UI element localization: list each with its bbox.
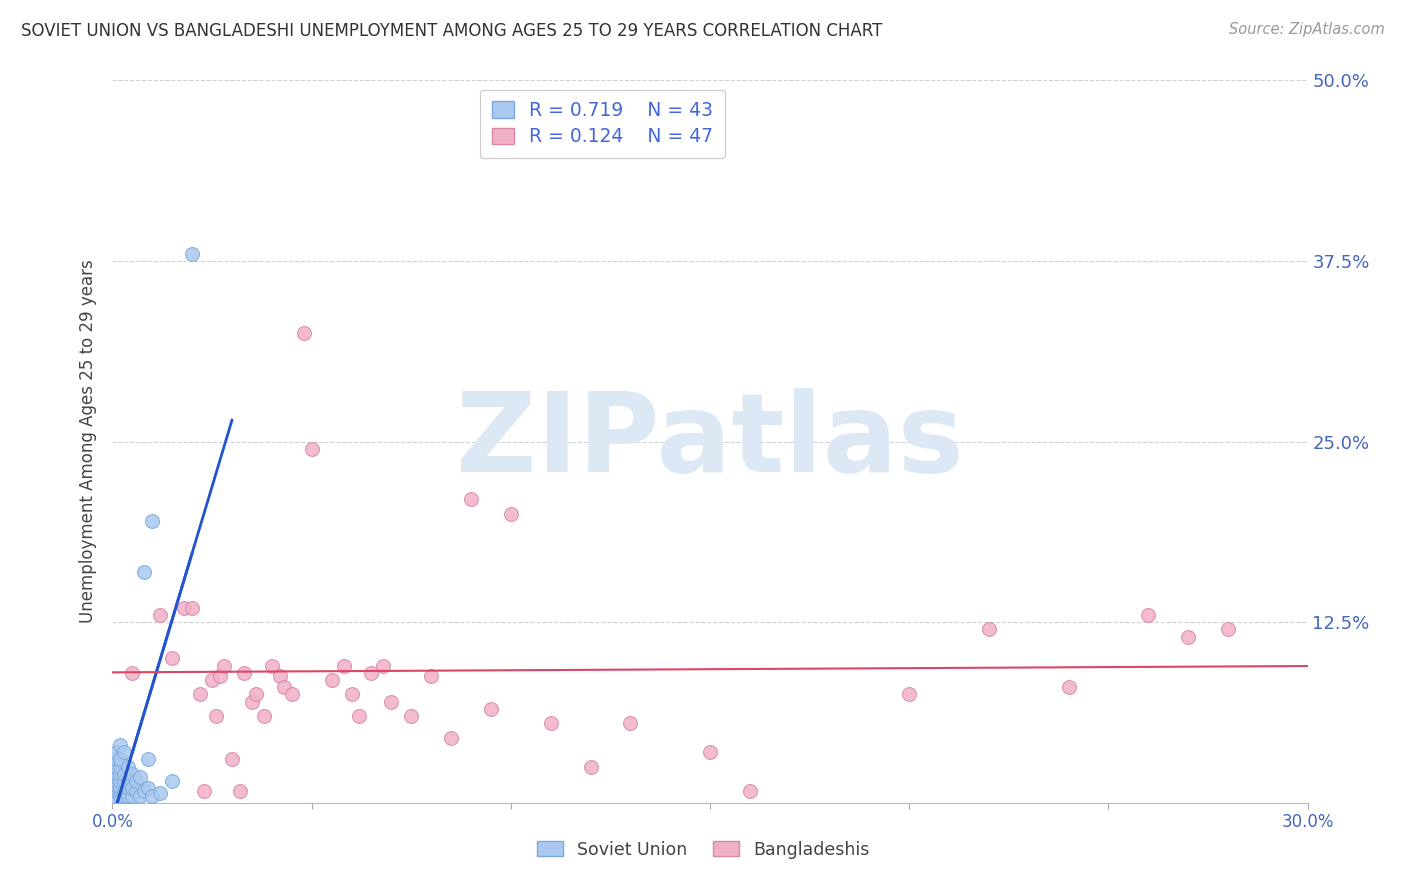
Point: [240, 695, 263, 709]
Point: [114, 784, 135, 798]
Point: [201, 673, 224, 687]
Point: [233, 665, 256, 680]
Point: [117, 789, 139, 803]
Point: [619, 716, 641, 731]
Point: [977, 623, 1000, 637]
Point: [134, 784, 156, 798]
Point: [420, 668, 443, 682]
Point: [114, 767, 135, 781]
Point: [1177, 630, 1199, 644]
Point: [110, 738, 132, 752]
Point: [110, 789, 132, 803]
Point: [479, 702, 502, 716]
Point: [173, 600, 195, 615]
Point: [110, 781, 132, 796]
Point: [138, 781, 160, 796]
Point: [269, 668, 291, 682]
Point: [114, 745, 135, 759]
Point: [110, 767, 132, 781]
Point: [1216, 623, 1239, 637]
Point: [193, 784, 215, 798]
Point: [121, 781, 143, 796]
Point: [373, 658, 395, 673]
Point: [105, 781, 128, 796]
Point: [110, 774, 132, 789]
Point: [149, 786, 172, 800]
Point: [440, 731, 463, 745]
Point: [898, 687, 921, 701]
Point: [188, 687, 211, 701]
Point: [134, 565, 156, 579]
Text: ZIPatlas: ZIPatlas: [456, 388, 965, 495]
Point: [129, 770, 152, 784]
Point: [125, 784, 148, 798]
Point: [260, 658, 283, 673]
Legend: R = 0.719    N = 43, R = 0.124    N = 47: R = 0.719 N = 43, R = 0.124 N = 47: [481, 90, 724, 158]
Point: [738, 784, 761, 798]
Point: [110, 784, 132, 798]
Point: [332, 658, 354, 673]
Point: [360, 665, 382, 680]
Point: [229, 784, 252, 798]
Point: [105, 767, 128, 781]
Point: [401, 709, 423, 723]
Point: [114, 774, 135, 789]
Point: [105, 770, 128, 784]
Point: [117, 781, 139, 796]
Point: [105, 774, 128, 789]
Point: [129, 789, 152, 803]
Point: [162, 651, 183, 665]
Legend: Soviet Union, Bangladeshis: Soviet Union, Bangladeshis: [530, 834, 876, 865]
Point: [699, 745, 721, 759]
Point: [380, 695, 402, 709]
Point: [105, 789, 128, 803]
Point: [114, 789, 135, 803]
Point: [579, 760, 602, 774]
Point: [321, 673, 343, 687]
Point: [301, 442, 323, 456]
Point: [105, 779, 128, 793]
Point: [149, 607, 172, 622]
Point: [117, 760, 139, 774]
Point: [209, 668, 232, 682]
Point: [460, 492, 482, 507]
Point: [253, 709, 276, 723]
Text: Source: ZipAtlas.com: Source: ZipAtlas.com: [1229, 22, 1385, 37]
Point: [105, 784, 128, 798]
Point: [292, 326, 315, 340]
Point: [141, 514, 163, 528]
Point: [221, 752, 243, 766]
Point: [117, 774, 139, 789]
Point: [121, 789, 143, 803]
Point: [181, 246, 204, 260]
Point: [121, 665, 143, 680]
Point: [499, 507, 522, 521]
Point: [340, 687, 363, 701]
Point: [1137, 607, 1160, 622]
Point: [105, 752, 128, 766]
Point: [125, 774, 148, 789]
Point: [540, 716, 562, 731]
Point: [181, 600, 204, 615]
Point: [110, 760, 132, 774]
Point: [110, 752, 132, 766]
Point: [105, 760, 128, 774]
Point: [141, 789, 163, 803]
Point: [273, 680, 295, 694]
Point: [212, 658, 235, 673]
Y-axis label: Unemployment Among Ages 25 to 29 years: Unemployment Among Ages 25 to 29 years: [79, 260, 97, 624]
Point: [138, 752, 160, 766]
Point: [162, 774, 183, 789]
Point: [245, 687, 267, 701]
Point: [281, 687, 304, 701]
Point: [205, 709, 228, 723]
Point: [121, 767, 143, 781]
Point: [349, 709, 371, 723]
Point: [1057, 680, 1080, 694]
Point: [105, 745, 128, 759]
Text: SOVIET UNION VS BANGLADESHI UNEMPLOYMENT AMONG AGES 25 TO 29 YEARS CORRELATION C: SOVIET UNION VS BANGLADESHI UNEMPLOYMENT…: [21, 22, 883, 40]
